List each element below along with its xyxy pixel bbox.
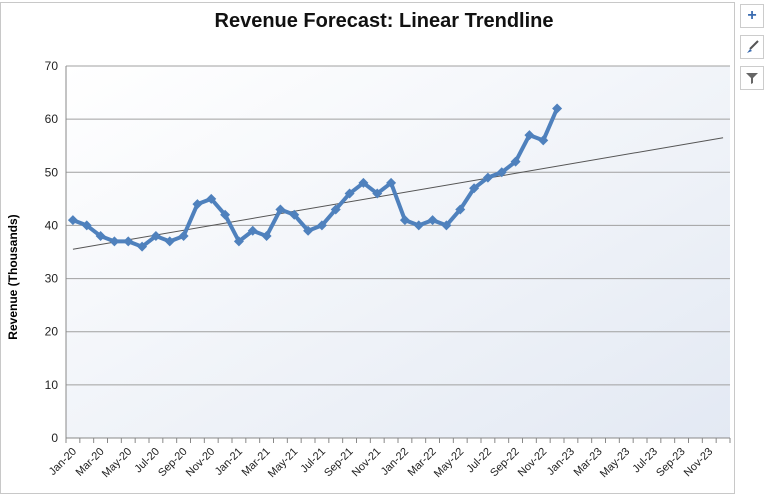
data-point bbox=[220, 209, 231, 220]
data-point bbox=[538, 135, 549, 146]
x-tick-label: Nov-23 bbox=[682, 446, 716, 480]
data-point bbox=[303, 225, 314, 236]
x-tick-label: Nov-22 bbox=[516, 446, 550, 480]
x-tick-label: Jan-21 bbox=[213, 446, 245, 478]
y-tick-label: 50 bbox=[45, 165, 59, 179]
data-point bbox=[455, 204, 466, 215]
data-point bbox=[358, 177, 369, 188]
data-point bbox=[441, 220, 452, 231]
data-point bbox=[482, 172, 493, 183]
x-tick-label: Jan-22 bbox=[379, 446, 411, 478]
data-point bbox=[386, 177, 397, 188]
data-point bbox=[427, 215, 438, 226]
plus-icon: + bbox=[747, 7, 757, 24]
x-tick-label: Jan-23 bbox=[545, 446, 577, 478]
data-point bbox=[399, 215, 410, 226]
data-point bbox=[67, 215, 78, 226]
x-tick-label: Nov-20 bbox=[184, 446, 218, 480]
data-point bbox=[316, 220, 327, 231]
data-point bbox=[552, 103, 563, 114]
x-tick-label: Sep-20 bbox=[156, 446, 190, 480]
trendline bbox=[72, 137, 724, 250]
x-tick-label: May-21 bbox=[266, 446, 300, 480]
data-point bbox=[164, 236, 175, 247]
filter-icon bbox=[746, 73, 758, 84]
data-point bbox=[330, 204, 341, 215]
data-point bbox=[247, 225, 258, 236]
data-point bbox=[496, 167, 507, 178]
x-tick-label: May-20 bbox=[100, 446, 134, 480]
data-point bbox=[289, 209, 300, 220]
y-tick-label: 40 bbox=[45, 218, 59, 232]
x-tick-label: Sep-21 bbox=[322, 446, 356, 480]
data-point bbox=[137, 241, 148, 252]
data-point bbox=[261, 231, 272, 242]
y-tick-label: 60 bbox=[45, 112, 59, 126]
chart-styles-button[interactable] bbox=[740, 35, 764, 59]
data-point bbox=[109, 236, 120, 247]
data-point bbox=[81, 220, 92, 231]
y-tick-label: 70 bbox=[45, 59, 59, 73]
data-point bbox=[344, 188, 355, 199]
data-point bbox=[206, 193, 217, 204]
data-point bbox=[233, 236, 244, 247]
brush-icon bbox=[747, 40, 759, 53]
chart-filters-button[interactable] bbox=[740, 66, 764, 90]
data-point bbox=[192, 199, 203, 210]
x-tick-label: Sep-22 bbox=[488, 446, 522, 480]
plot-area bbox=[66, 66, 730, 438]
x-tick-label: Nov-21 bbox=[350, 446, 384, 480]
data-point bbox=[275, 204, 286, 215]
x-tick-label: May-23 bbox=[598, 446, 632, 480]
chart-title: Revenue Forecast: Linear Trendline bbox=[214, 10, 554, 32]
x-tick-label: Jan-20 bbox=[47, 446, 79, 478]
data-point bbox=[150, 231, 161, 242]
y-tick-label: 10 bbox=[45, 378, 59, 392]
y-tick-label: 30 bbox=[45, 272, 59, 286]
data-point bbox=[178, 231, 189, 242]
x-tick-label: Sep-23 bbox=[654, 446, 688, 480]
data-point bbox=[510, 156, 521, 167]
data-point bbox=[95, 231, 106, 242]
y-tick-label: 0 bbox=[51, 431, 58, 445]
y-tick-label: 20 bbox=[45, 325, 59, 339]
data-point bbox=[372, 188, 383, 199]
x-tick-label: May-22 bbox=[432, 446, 466, 480]
data-point bbox=[524, 130, 535, 141]
data-point bbox=[469, 183, 480, 194]
chart-elements-button[interactable]: + bbox=[740, 4, 764, 28]
data-point bbox=[413, 220, 424, 231]
data-point bbox=[123, 236, 134, 247]
